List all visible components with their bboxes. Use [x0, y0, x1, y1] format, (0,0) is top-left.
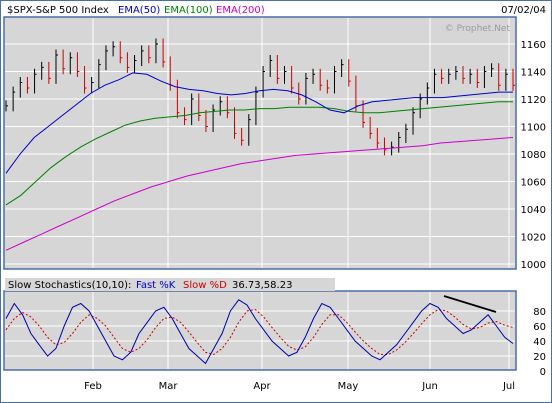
ema50-line	[5, 72, 513, 174]
watermark: © Prophet.Net	[445, 24, 511, 34]
month-tick-label: Feb	[84, 381, 102, 392]
stoch-values: 36.73,58.23	[232, 280, 292, 291]
slow-d-label: Slow %D	[183, 280, 227, 291]
month-tick-label: Jun	[421, 381, 438, 392]
month-tick-label: Mar	[159, 381, 179, 392]
stoch-tick-label: 40	[533, 337, 546, 348]
ema50-label: EMA(50)	[118, 5, 160, 16]
stoch-tick-label: 60	[533, 322, 546, 333]
price-tick-label: 1120	[521, 95, 546, 106]
price-axis: 1160 1140 1120 1100 1080 1060 1040 1020 1000	[521, 40, 546, 271]
month-tick-label: Jul	[502, 381, 515, 392]
stoch-panel	[3, 290, 517, 371]
price-tick-label: 1020	[521, 233, 546, 244]
ema100-label: EMA(100)	[164, 5, 213, 16]
price-tick-label: 1080	[521, 150, 546, 161]
price-tick-label: 1040	[521, 205, 546, 216]
month-tick-label: Apr	[253, 381, 271, 392]
price-tick-label: 1140	[521, 68, 546, 79]
trendline	[443, 295, 497, 313]
fast-k-line	[5, 299, 514, 365]
ema100-line	[5, 101, 513, 206]
stoch-tick-label: 0	[540, 367, 546, 378]
month-axis: Feb Mar Apr May Jun Jul	[84, 381, 515, 392]
stoch-tick-label: 80	[533, 307, 546, 318]
gridlines	[5, 18, 515, 369]
stoch-tick-label: 20	[533, 352, 546, 363]
symbol-title: $SPX-S&P 500 Index	[7, 5, 109, 16]
price-tick-label: 1000	[521, 260, 546, 271]
month-tick-label: May	[338, 381, 359, 392]
chart-date: 07/02/04	[501, 5, 546, 16]
stoch-axis: 80 60 40 20 0	[533, 307, 546, 378]
ema200-line	[5, 137, 514, 251]
price-bars	[5, 38, 515, 156]
price-tick-label: 1100	[521, 123, 546, 134]
ema200-label: EMA(200)	[216, 5, 265, 16]
price-tick-label: 1060	[521, 178, 546, 189]
stoch-header-bg	[5, 278, 335, 291]
stoch-title: Slow Stochastics(10,10):	[8, 280, 131, 291]
price-tick-label: 1160	[521, 40, 546, 51]
price-panel	[3, 16, 517, 270]
fast-k-label: Fast %K	[136, 280, 176, 291]
